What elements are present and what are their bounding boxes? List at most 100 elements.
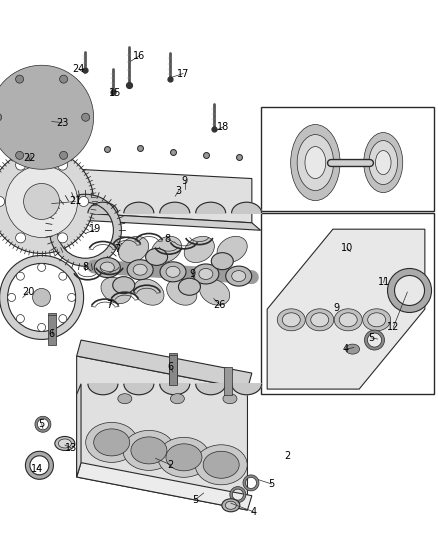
Ellipse shape <box>86 422 138 463</box>
Ellipse shape <box>178 278 201 295</box>
Circle shape <box>25 101 58 133</box>
Ellipse shape <box>32 288 51 306</box>
Ellipse shape <box>291 125 340 200</box>
Ellipse shape <box>369 141 398 184</box>
Ellipse shape <box>225 501 237 510</box>
Circle shape <box>0 197 5 206</box>
Bar <box>261 213 434 394</box>
Polygon shape <box>124 202 154 213</box>
Circle shape <box>59 272 67 280</box>
Ellipse shape <box>364 133 403 192</box>
Polygon shape <box>81 213 261 230</box>
Circle shape <box>58 233 67 243</box>
Ellipse shape <box>133 264 147 275</box>
Polygon shape <box>124 384 154 395</box>
Circle shape <box>58 160 67 170</box>
Ellipse shape <box>203 451 239 478</box>
Polygon shape <box>160 384 190 395</box>
Text: 6: 6 <box>167 362 173 372</box>
Ellipse shape <box>94 257 120 278</box>
Text: 3: 3 <box>176 186 182 196</box>
Text: 7: 7 <box>114 245 120 254</box>
Text: 24: 24 <box>73 64 85 74</box>
Ellipse shape <box>195 445 247 485</box>
Circle shape <box>0 149 94 254</box>
Ellipse shape <box>100 262 114 273</box>
Circle shape <box>16 314 25 322</box>
Circle shape <box>0 113 2 122</box>
Text: 10: 10 <box>341 243 353 253</box>
Ellipse shape <box>166 444 202 471</box>
Polygon shape <box>77 169 81 213</box>
Polygon shape <box>88 202 118 213</box>
Ellipse shape <box>200 279 230 305</box>
Text: 16: 16 <box>133 51 145 61</box>
Bar <box>169 353 177 385</box>
Circle shape <box>81 113 90 122</box>
Text: 18: 18 <box>217 122 230 132</box>
Ellipse shape <box>217 236 247 263</box>
Bar <box>169 355 177 383</box>
Ellipse shape <box>170 394 184 403</box>
Ellipse shape <box>339 313 357 327</box>
Text: 20: 20 <box>22 287 35 297</box>
Polygon shape <box>77 356 247 510</box>
Text: 5: 5 <box>368 333 374 343</box>
Text: 13: 13 <box>65 443 77 453</box>
Ellipse shape <box>158 437 210 478</box>
Circle shape <box>16 151 24 159</box>
Circle shape <box>16 75 24 83</box>
Polygon shape <box>81 169 252 223</box>
Polygon shape <box>160 202 190 213</box>
Text: 15: 15 <box>109 88 121 98</box>
Ellipse shape <box>199 269 213 279</box>
Ellipse shape <box>334 309 362 331</box>
Text: 6: 6 <box>49 329 55 338</box>
Ellipse shape <box>367 313 386 327</box>
Text: 2: 2 <box>284 451 290 461</box>
Polygon shape <box>232 202 261 213</box>
Ellipse shape <box>119 236 148 263</box>
Ellipse shape <box>152 236 181 263</box>
Circle shape <box>16 233 25 243</box>
Text: 8: 8 <box>82 262 88 271</box>
Text: 5: 5 <box>39 419 45 429</box>
Ellipse shape <box>282 313 300 327</box>
Ellipse shape <box>184 236 214 263</box>
Bar <box>224 367 232 395</box>
Ellipse shape <box>58 439 71 448</box>
Circle shape <box>2 77 81 157</box>
Ellipse shape <box>166 266 180 277</box>
Circle shape <box>38 324 46 332</box>
Text: 4: 4 <box>343 344 349 354</box>
Text: 14: 14 <box>31 464 43 474</box>
Polygon shape <box>77 384 81 477</box>
Text: 26: 26 <box>214 300 226 310</box>
Ellipse shape <box>375 150 391 175</box>
Circle shape <box>59 314 67 322</box>
Ellipse shape <box>101 277 131 304</box>
Ellipse shape <box>306 309 334 331</box>
Polygon shape <box>88 384 118 395</box>
Ellipse shape <box>363 309 391 331</box>
Text: 5: 5 <box>192 495 198 505</box>
Text: 23: 23 <box>56 118 68 127</box>
Text: 17: 17 <box>177 69 189 78</box>
Circle shape <box>60 75 67 83</box>
Polygon shape <box>77 340 252 389</box>
Ellipse shape <box>131 437 167 464</box>
Ellipse shape <box>222 499 240 512</box>
Circle shape <box>60 151 67 159</box>
Circle shape <box>6 165 78 238</box>
Text: 5: 5 <box>268 479 275 489</box>
Circle shape <box>0 65 94 169</box>
Ellipse shape <box>145 248 168 265</box>
Text: 9: 9 <box>190 269 196 279</box>
Ellipse shape <box>94 429 130 456</box>
Text: 2: 2 <box>168 460 174 470</box>
Text: 12: 12 <box>387 322 399 332</box>
Circle shape <box>67 293 76 302</box>
Polygon shape <box>232 384 261 395</box>
Circle shape <box>78 197 88 206</box>
Bar <box>261 107 434 211</box>
